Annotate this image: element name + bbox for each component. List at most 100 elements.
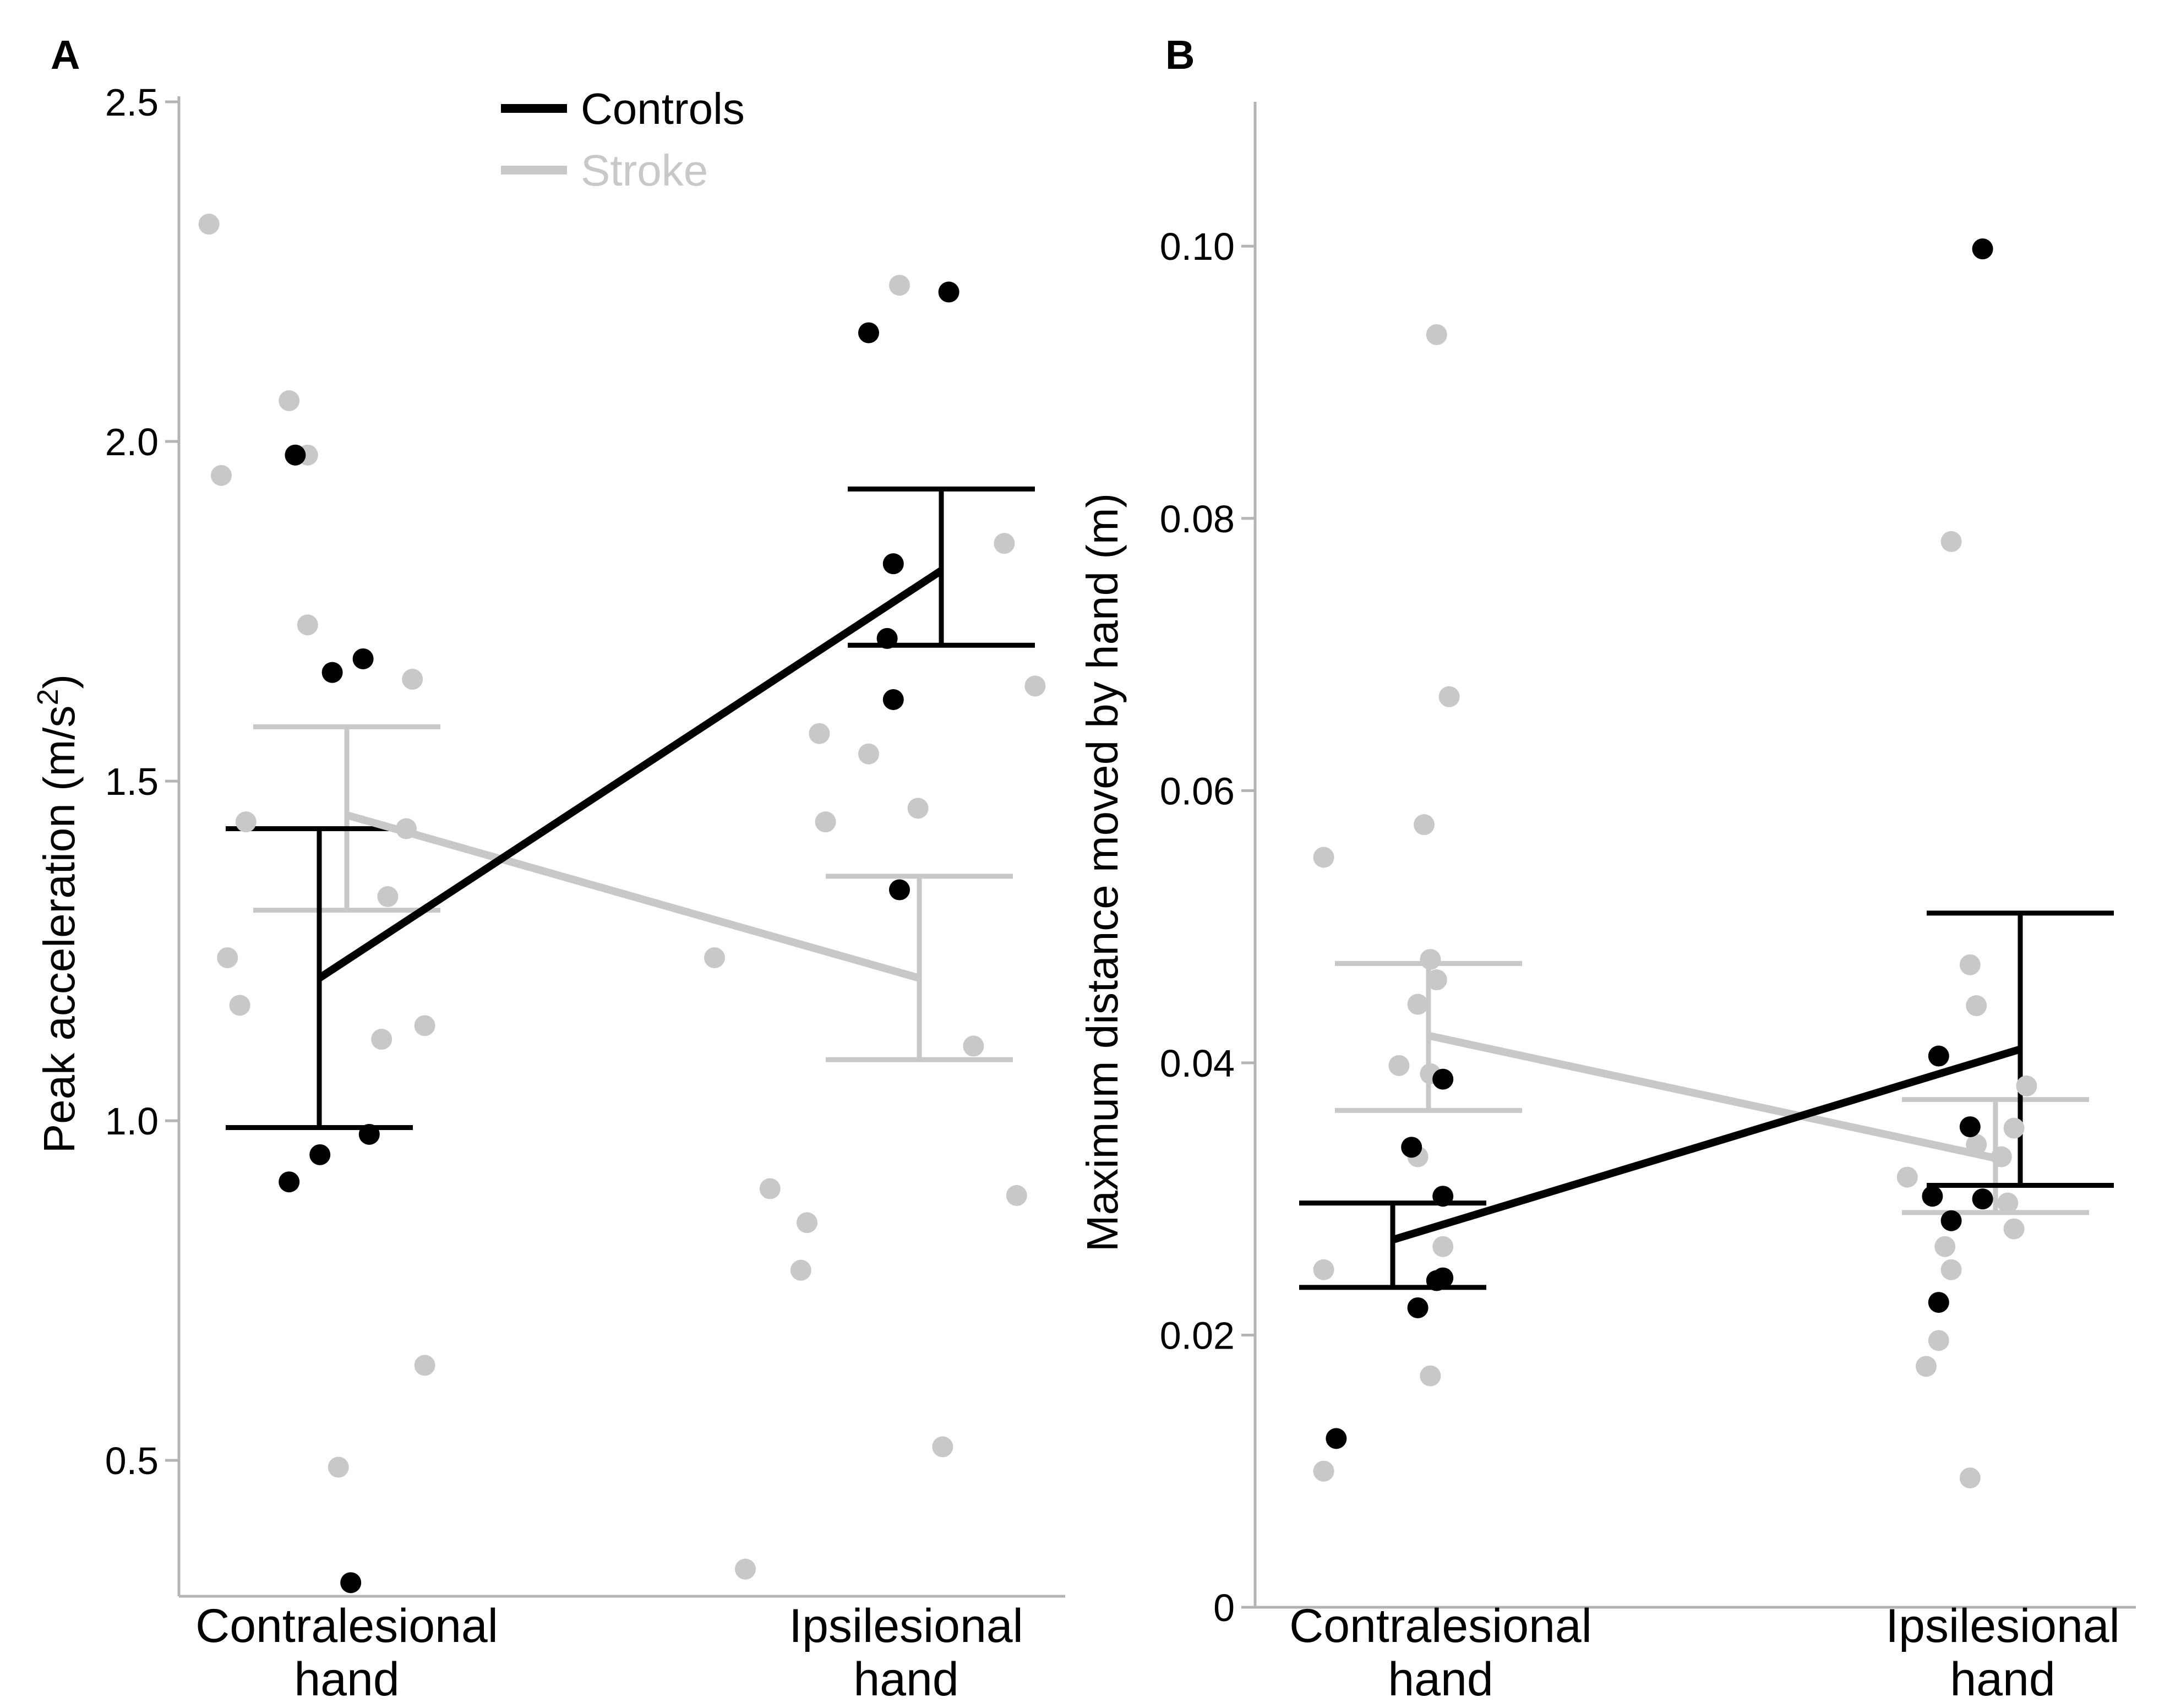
stroke-data-point (907, 798, 929, 819)
stroke-data-point (704, 947, 725, 968)
controls-data-point (1972, 238, 1993, 260)
panel-a-category-1-line1: Contralesional (195, 1600, 498, 1652)
controls-data-point (1432, 1068, 1454, 1090)
y-tick-label: 0 (1213, 1586, 1235, 1629)
panel-b-category-1-line1: Contralesional (1289, 1600, 1592, 1652)
stroke-data-point (1959, 1467, 1981, 1489)
stroke-data-point (1928, 1330, 1949, 1351)
stroke-data-point (1940, 1259, 1962, 1280)
stroke-data-point (994, 533, 1015, 554)
stroke-data-point (1006, 1185, 1027, 1206)
controls-data-point (889, 879, 910, 901)
panel-a-axes: 0.5 1.0 1.5 2.0 2.5 (105, 81, 1065, 1598)
legend-controls-label: Controls (581, 84, 745, 133)
panel-b-category-1-line2: hand (1388, 1653, 1493, 1706)
stroke-data-point (1940, 531, 1962, 552)
stroke-data-point (963, 1035, 984, 1057)
stroke-data-point (371, 1029, 392, 1050)
stroke-data-point (414, 1355, 435, 1376)
stroke-data-point (1966, 995, 1987, 1017)
mean-line-controls (317, 567, 944, 981)
stroke-data-point (1420, 948, 1441, 970)
stroke-data-point (235, 811, 257, 833)
y-tick-label: 1.5 (105, 760, 159, 803)
stroke-data-point (1991, 1146, 2012, 1167)
controls-data-point (358, 1123, 380, 1145)
mean-line-controls (1391, 1045, 2022, 1244)
stroke-data-point (1934, 1236, 1956, 1257)
stroke-data-point (1407, 994, 1429, 1015)
stroke-data-point (1388, 1055, 1410, 1076)
controls-data-point (1426, 1270, 1447, 1291)
panel-a-lines (317, 567, 944, 982)
controls-data-point (882, 553, 904, 575)
y-tick-label: 2.0 (105, 421, 159, 463)
panel-b-categories: Contralesional hand Ipsilesional hand (1289, 1600, 2120, 1706)
stroke-data-point (790, 1259, 811, 1281)
panel-a-categories: Contralesional hand Ipsilesional hand (195, 1600, 1023, 1706)
panel-b-lines (1391, 1032, 2022, 1244)
panel-a-category-2-line2: hand (853, 1653, 958, 1706)
controls-data-point (1326, 1428, 1347, 1449)
panel-b-axes: 0 0.02 0.04 0.06 0.08 0.10 (1160, 102, 2136, 1629)
stroke-data-point (402, 668, 423, 690)
stroke-data-point (1313, 1259, 1334, 1280)
panel-a-category-2-line1: Ipsilesional (789, 1600, 1023, 1652)
panel-a-chart: A 0.5 1.0 1.5 2.0 2.5 Peak acceleration (m/s… (31, 32, 1065, 1706)
stroke-data-point (858, 743, 879, 765)
controls-data-point (321, 662, 343, 683)
controls-data-point (1940, 1210, 1962, 1231)
stroke-data-point (297, 614, 318, 636)
controls-data-point (1922, 1186, 1943, 1207)
stroke-data-point (2003, 1218, 2025, 1240)
stroke-data-point (377, 886, 399, 907)
stroke-data-point (1426, 324, 1447, 345)
stroke-data-point (735, 1558, 756, 1580)
y-tick-label: 1.0 (105, 1100, 159, 1143)
controls-data-point (279, 1171, 300, 1193)
controls-data-point (1407, 1297, 1429, 1318)
panel-a-letter: A (51, 32, 80, 78)
stroke-data-point (1420, 1365, 1441, 1387)
stroke-data-point (1414, 814, 1435, 836)
controls-data-point (1928, 1292, 1949, 1313)
stroke-data-point (1426, 969, 1447, 991)
stroke-data-point (211, 465, 232, 486)
stroke-data-point (1896, 1166, 1918, 1188)
stroke-data-point (217, 947, 238, 968)
stroke-data-point (229, 995, 250, 1016)
controls-data-point (1928, 1045, 1949, 1067)
stroke-data-point (932, 1436, 953, 1458)
panel-a-points (198, 214, 1046, 1594)
y-tick-label: 0.08 (1160, 498, 1235, 541)
legend-stroke-label: Stroke (581, 146, 708, 195)
stroke-data-point (797, 1212, 817, 1234)
stroke-data-point (1959, 954, 1981, 975)
controls-data-point (876, 627, 898, 649)
stroke-data-point (809, 723, 830, 744)
y-tick-label: 0.5 (105, 1439, 159, 1482)
controls-data-point (309, 1144, 331, 1165)
controls-data-point (285, 444, 306, 466)
stroke-data-point (328, 1456, 349, 1478)
stroke-data-point (1313, 847, 1334, 868)
controls-data-point (1959, 1116, 1981, 1138)
stroke-data-point (889, 275, 910, 296)
controls-data-point (340, 1572, 362, 1594)
legend: Controls Stroke (501, 84, 745, 195)
panel-b-points (1313, 238, 2037, 1489)
y-tick-label: 0.10 (1160, 225, 1235, 268)
panel-a-category-1-line2: hand (294, 1653, 399, 1706)
stroke-data-point (2016, 1075, 2037, 1096)
stroke-data-point (1313, 1460, 1334, 1482)
stroke-data-point (1966, 1134, 1987, 1155)
stroke-data-point (279, 390, 300, 411)
controls-data-point (352, 648, 374, 669)
controls-data-point (882, 689, 904, 710)
panel-b-category-2-line1: Ipsilesional (1885, 1600, 2119, 1652)
y-tick-label: 0.02 (1160, 1314, 1235, 1357)
panel-b-category-2-line2: hand (1950, 1653, 2055, 1706)
stroke-data-point (198, 214, 220, 235)
panel-b-y-axis-label: Maximum distance moved by hand (m) (1078, 493, 1127, 1252)
